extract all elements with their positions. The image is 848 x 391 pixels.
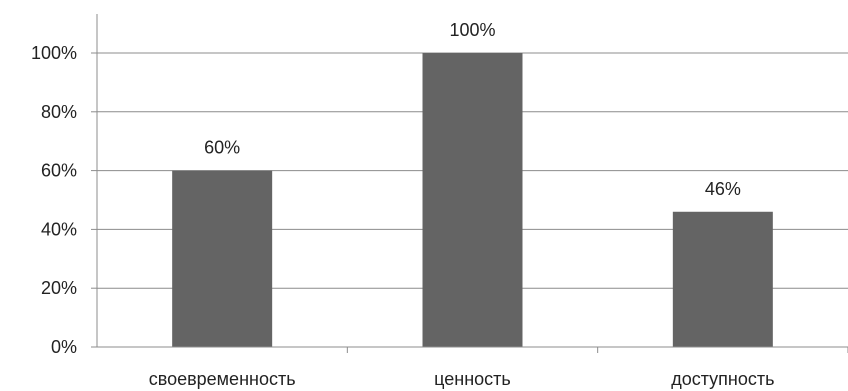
bar-3 [672, 211, 773, 347]
y-tick-label: 20% [41, 278, 77, 298]
bar-1 [172, 170, 273, 347]
data-label: 60% [204, 138, 240, 158]
x-category-label: своевременность [149, 369, 296, 389]
y-tick-label: 40% [41, 219, 77, 239]
y-tick-label: 0% [51, 337, 77, 357]
x-category-label: ценность [434, 369, 511, 389]
y-tick-label: 100% [31, 43, 77, 63]
y-tick-label: 80% [41, 102, 77, 122]
data-label: 46% [705, 179, 741, 199]
labels: 0% 20% 40% 60% 80% 100% 60% своевременность 100%… [31, 20, 775, 389]
bars [172, 53, 773, 347]
axes [91, 14, 848, 353]
y-tick-label: 60% [41, 161, 77, 181]
data-label: 100% [449, 20, 495, 40]
bar-2 [422, 53, 523, 347]
x-category-label: доступность [671, 369, 774, 389]
